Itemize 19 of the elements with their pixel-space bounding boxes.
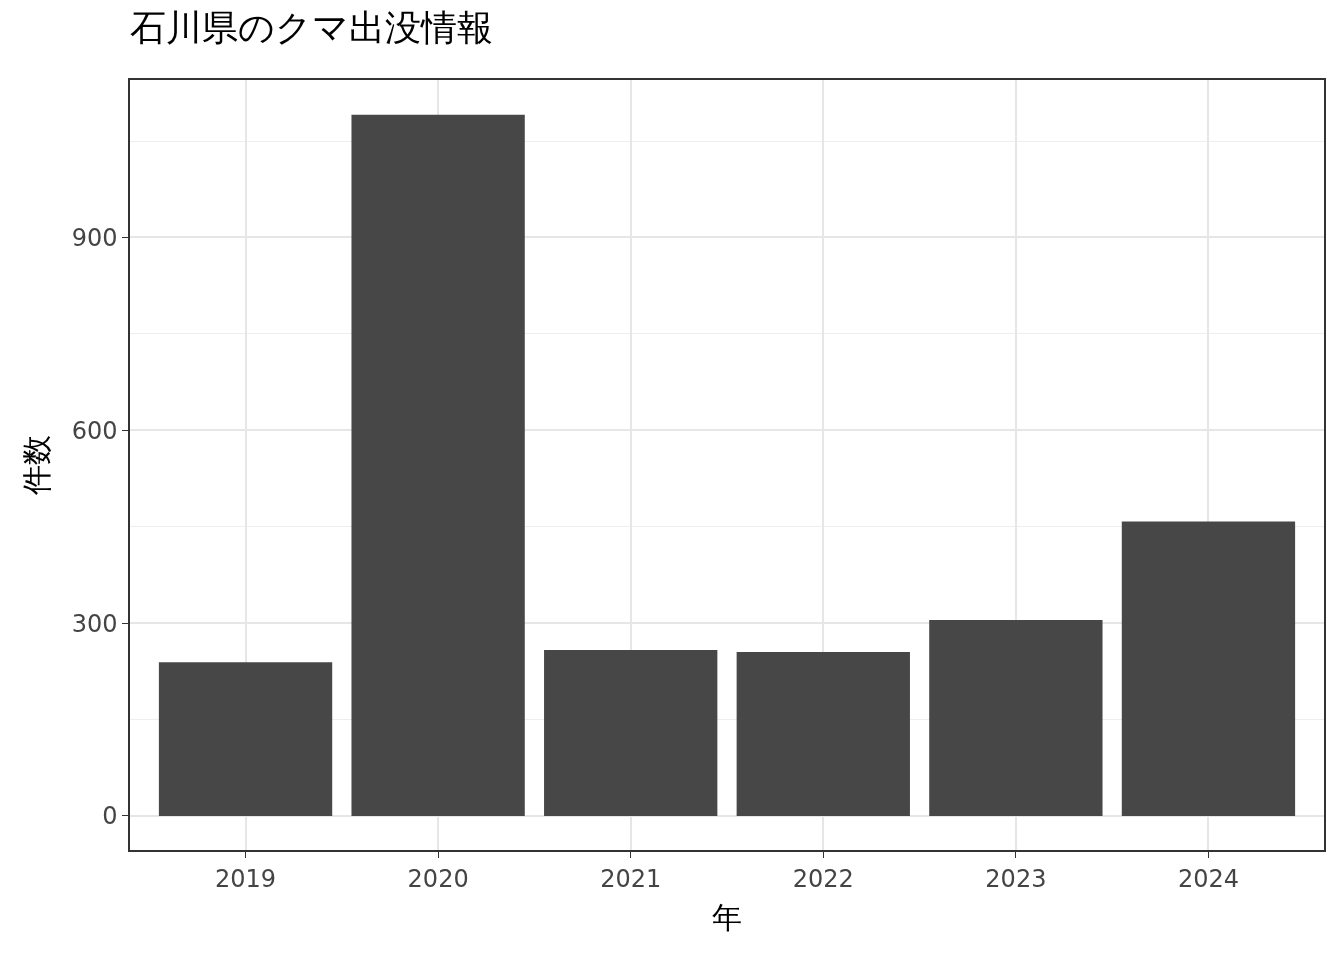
x-tick-label: 2024 <box>1177 864 1239 893</box>
x-tick-label: 2021 <box>600 864 662 893</box>
bar <box>929 619 1103 816</box>
y-tick-label: 300 <box>71 609 118 638</box>
y-tick-label: 900 <box>71 223 118 252</box>
bar <box>351 114 525 816</box>
x-tick-label: 2023 <box>985 864 1047 893</box>
x-tick-label: 2019 <box>215 864 277 893</box>
x-axis-title: 年 <box>712 899 742 935</box>
x-tick-label: 2020 <box>407 864 469 893</box>
y-axis-title: 件数 <box>19 435 55 495</box>
x-tick-label: 2022 <box>792 864 854 893</box>
y-tick-label: 600 <box>71 416 118 445</box>
bar <box>158 662 333 816</box>
bar <box>1121 521 1296 816</box>
bar <box>736 652 910 816</box>
chart-title: 石川県のクマ出没情報 <box>130 6 494 48</box>
bar <box>544 650 718 816</box>
y-tick-label: 0 <box>102 802 118 831</box>
